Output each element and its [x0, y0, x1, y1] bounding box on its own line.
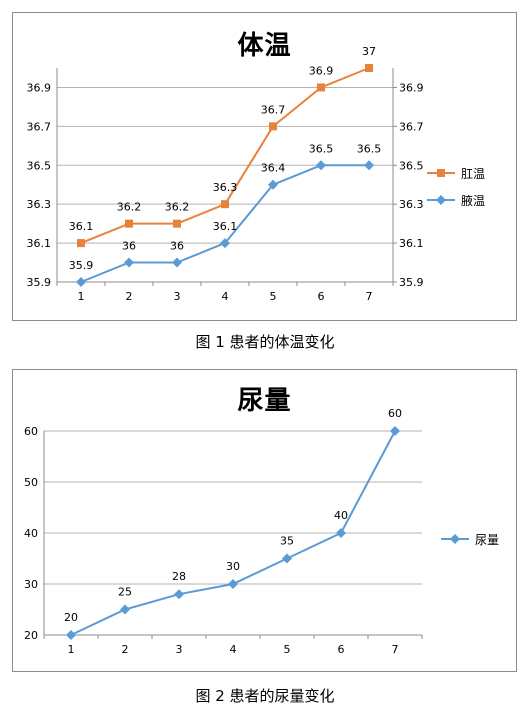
legend-marker — [437, 169, 445, 177]
x-tick-label: 2 — [126, 290, 133, 303]
data-point — [221, 200, 229, 209]
y-tick-label: 35.9 — [27, 276, 52, 289]
x-tick-label: 3 — [176, 643, 183, 656]
data-label: 36.3 — [213, 181, 238, 194]
data-label: 28 — [172, 570, 186, 583]
data-point — [124, 257, 134, 268]
data-label: 36.2 — [165, 201, 190, 214]
y-tick-label: 50 — [24, 476, 38, 489]
data-label: 35 — [280, 535, 294, 548]
data-point — [220, 238, 230, 249]
y-tick-label: 30 — [24, 578, 38, 591]
legend-marker — [450, 534, 460, 544]
y-tick-label: 40 — [24, 527, 38, 540]
data-label: 25 — [118, 586, 132, 599]
x-tick-label: 1 — [68, 643, 75, 656]
secondary-y-tick-label: 36.1 — [399, 237, 424, 250]
data-point — [174, 589, 184, 600]
x-tick-label: 6 — [318, 290, 325, 303]
secondary-y-tick-label: 36.9 — [399, 81, 424, 94]
data-label: 36.7 — [261, 103, 286, 116]
data-label: 30 — [226, 560, 240, 573]
x-tick-label: 4 — [230, 643, 237, 656]
legend-marker — [436, 195, 446, 205]
data-label: 36.4 — [261, 162, 286, 175]
y-tick-label: 36.5 — [27, 159, 52, 172]
x-tick-label: 7 — [392, 643, 399, 656]
data-label: 36.1 — [213, 220, 238, 233]
data-point — [390, 426, 400, 436]
urine-plot-area: 20 30 40 50 60 1 2 3 4 5 6 7 20 25 28 30 35 40 60 尿量 — [24, 407, 499, 656]
temperature-chart: 体温 35.9 36.1 36.3 36.5 36.7 36.9 35.9 36.1 36.3 3… — [12, 12, 517, 321]
data-point — [365, 64, 373, 72]
legend-label: 尿量 — [475, 533, 499, 547]
data-point — [336, 528, 346, 538]
data-point — [173, 219, 181, 228]
legend-label: 腋温 — [461, 193, 485, 208]
data-label: 36.9 — [309, 64, 334, 77]
secondary-y-tick-label: 36.3 — [399, 198, 424, 211]
data-label: 37 — [362, 45, 376, 58]
x-tick-label: 2 — [122, 643, 129, 656]
secondary-y-tick-label: 36.7 — [399, 120, 424, 133]
data-label: 36.5 — [357, 142, 382, 155]
data-point — [316, 160, 326, 171]
y-tick-label: 36.9 — [27, 81, 52, 94]
data-label: 20 — [64, 611, 78, 624]
data-point — [268, 179, 278, 190]
x-tick-label: 1 — [78, 290, 85, 303]
figure-2-caption: 图 2 患者的尿量变化 — [195, 687, 335, 705]
figure-1-caption: 图 1 患者的体温变化 — [195, 333, 335, 351]
data-point — [76, 277, 86, 287]
y-tick-label: 60 — [24, 425, 38, 438]
data-label: 40 — [334, 509, 348, 522]
x-tick-label: 5 — [284, 643, 291, 656]
series-line — [80, 67, 370, 245]
data-point — [125, 219, 133, 228]
data-label: 36.2 — [117, 201, 142, 214]
chart-title: 尿量 — [237, 386, 292, 416]
data-point — [269, 122, 277, 131]
urine-chart: 尿量 20 30 40 50 60 1 2 3 4 5 6 7 20 25 28 30 35 40 60 尿量 — [12, 369, 517, 672]
y-tick-label: 20 — [24, 629, 38, 642]
temperature-plot-area: 35.9 36.1 36.3 36.5 36.7 36.9 35.9 36.1 36.3 36.5… — [27, 45, 486, 303]
data-point — [66, 630, 76, 640]
data-label: 35.9 — [69, 259, 94, 272]
data-point — [364, 160, 374, 171]
chart-title: 体温 — [237, 31, 292, 61]
x-tick-label: 6 — [338, 643, 345, 656]
data-point — [172, 257, 182, 268]
data-point — [317, 83, 325, 92]
data-point — [120, 604, 130, 615]
data-label: 60 — [388, 407, 402, 420]
y-tick-label: 36.3 — [27, 198, 52, 211]
x-tick-label: 4 — [222, 290, 229, 303]
data-point — [77, 239, 85, 248]
secondary-y-tick-label: 35.9 — [399, 276, 424, 289]
y-tick-label: 36.7 — [27, 120, 52, 133]
data-label: 36 — [122, 240, 136, 253]
secondary-y-tick-label: 36.5 — [399, 159, 424, 172]
data-point — [228, 579, 238, 589]
y-tick-label: 36.1 — [27, 237, 52, 250]
data-point — [282, 553, 292, 564]
x-tick-label: 3 — [174, 290, 181, 303]
x-tick-label: 7 — [366, 290, 373, 303]
data-label: 36 — [170, 240, 184, 253]
legend-label: 肛温 — [461, 167, 485, 181]
data-label: 36.1 — [69, 220, 94, 233]
x-tick-label: 5 — [270, 290, 277, 303]
data-label: 36.5 — [309, 142, 334, 155]
